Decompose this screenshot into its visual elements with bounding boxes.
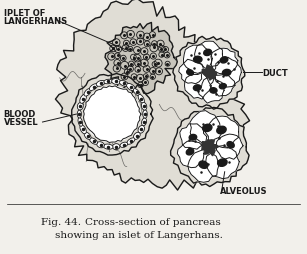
Ellipse shape <box>220 57 228 64</box>
Ellipse shape <box>193 57 202 63</box>
Polygon shape <box>216 135 243 160</box>
Ellipse shape <box>142 119 146 126</box>
Polygon shape <box>56 0 250 190</box>
Polygon shape <box>195 42 223 69</box>
Ellipse shape <box>80 95 86 104</box>
Ellipse shape <box>127 138 135 145</box>
Polygon shape <box>177 141 204 168</box>
Text: BLOOD: BLOOD <box>4 110 36 119</box>
Ellipse shape <box>78 118 83 127</box>
Polygon shape <box>202 140 219 156</box>
Text: Cross-section of pancreas: Cross-section of pancreas <box>85 217 221 226</box>
Ellipse shape <box>218 159 227 167</box>
Ellipse shape <box>90 138 97 145</box>
Ellipse shape <box>103 145 113 150</box>
Polygon shape <box>188 150 219 183</box>
Polygon shape <box>179 60 203 84</box>
Ellipse shape <box>138 95 144 104</box>
Text: LANGERHANS: LANGERHANS <box>4 17 68 25</box>
Ellipse shape <box>97 142 104 148</box>
Ellipse shape <box>84 89 91 97</box>
Ellipse shape <box>80 125 86 134</box>
Ellipse shape <box>222 70 231 76</box>
Polygon shape <box>202 66 216 81</box>
Ellipse shape <box>186 149 194 155</box>
Ellipse shape <box>133 89 140 97</box>
Ellipse shape <box>210 88 217 94</box>
Ellipse shape <box>219 84 226 89</box>
Polygon shape <box>185 73 211 100</box>
Text: VESSEL: VESSEL <box>4 118 38 126</box>
Ellipse shape <box>96 81 105 87</box>
Ellipse shape <box>227 142 234 148</box>
Polygon shape <box>180 124 207 150</box>
Ellipse shape <box>77 111 81 119</box>
Text: ALVEOLUS: ALVEOLUS <box>220 186 267 195</box>
Ellipse shape <box>189 135 197 140</box>
Ellipse shape <box>120 142 128 148</box>
Polygon shape <box>173 37 245 110</box>
Ellipse shape <box>104 80 113 84</box>
Ellipse shape <box>204 50 212 56</box>
Ellipse shape <box>112 144 120 150</box>
Ellipse shape <box>193 85 201 91</box>
Ellipse shape <box>203 125 212 132</box>
Ellipse shape <box>143 110 147 119</box>
Polygon shape <box>184 45 212 74</box>
Circle shape <box>84 87 140 142</box>
Ellipse shape <box>217 127 226 134</box>
Polygon shape <box>171 108 249 187</box>
Ellipse shape <box>199 161 208 169</box>
Polygon shape <box>211 49 238 75</box>
Polygon shape <box>213 58 241 88</box>
Text: IPLET OF: IPLET OF <box>4 9 45 18</box>
Polygon shape <box>190 111 222 145</box>
Polygon shape <box>205 117 239 148</box>
Polygon shape <box>210 75 235 97</box>
Polygon shape <box>206 146 239 179</box>
Text: showing an islet of Langerhans.: showing an islet of Langerhans. <box>56 231 223 240</box>
Polygon shape <box>105 23 177 94</box>
Ellipse shape <box>142 103 147 111</box>
Ellipse shape <box>84 133 91 140</box>
Text: Fig. 44.: Fig. 44. <box>41 217 80 226</box>
Ellipse shape <box>187 70 193 76</box>
Polygon shape <box>198 78 224 104</box>
Ellipse shape <box>133 133 140 140</box>
Ellipse shape <box>119 81 128 87</box>
Ellipse shape <box>112 79 121 85</box>
Ellipse shape <box>126 84 135 91</box>
Ellipse shape <box>138 126 145 134</box>
Ellipse shape <box>89 84 98 91</box>
Ellipse shape <box>77 103 83 110</box>
Text: DUCT: DUCT <box>262 69 288 77</box>
